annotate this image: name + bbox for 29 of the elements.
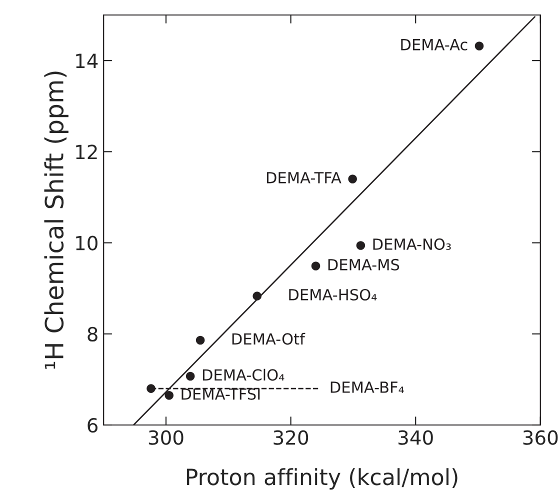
x-tick-label: 320 bbox=[274, 430, 308, 445]
annotation: DEMA-TFSI bbox=[182, 388, 260, 400]
annotation: DEMA-TFA bbox=[266, 172, 342, 184]
y-axis-title: ¹H Chemical Shift (ppm) bbox=[44, 72, 68, 369]
annotation: DEMA-BF₄ bbox=[330, 382, 404, 393]
point bbox=[196, 336, 205, 345]
x-tick-label: 340 bbox=[398, 430, 433, 445]
y-tick-label: 10 bbox=[76, 236, 98, 250]
x-tick-label: 300 bbox=[148, 430, 184, 445]
point bbox=[348, 174, 357, 184]
point bbox=[356, 241, 366, 250]
point bbox=[311, 262, 320, 270]
annotation: DEMA-ClO₄ bbox=[202, 368, 284, 381]
y-tick-label: 6 bbox=[88, 418, 98, 433]
point bbox=[146, 384, 156, 393]
annotation: DEMA-MS bbox=[328, 258, 400, 270]
point bbox=[164, 390, 174, 400]
x-axis-title: Proton affinity (kcal/mol) bbox=[186, 468, 458, 490]
y-tick-label: 8 bbox=[88, 326, 98, 342]
y-tick-label: 12 bbox=[76, 144, 97, 160]
annotation: DEMA-Otf bbox=[232, 332, 306, 345]
point bbox=[474, 42, 484, 50]
point bbox=[186, 372, 195, 381]
annotation: DEMA-HSO₄ bbox=[289, 288, 377, 301]
point bbox=[252, 292, 262, 300]
y-tick-label: 14 bbox=[76, 54, 98, 68]
annotation: DEMA-NO₃ bbox=[373, 238, 451, 250]
annotation: DEMA-Ac bbox=[401, 39, 468, 50]
x-tick-label: 360 bbox=[523, 430, 558, 445]
